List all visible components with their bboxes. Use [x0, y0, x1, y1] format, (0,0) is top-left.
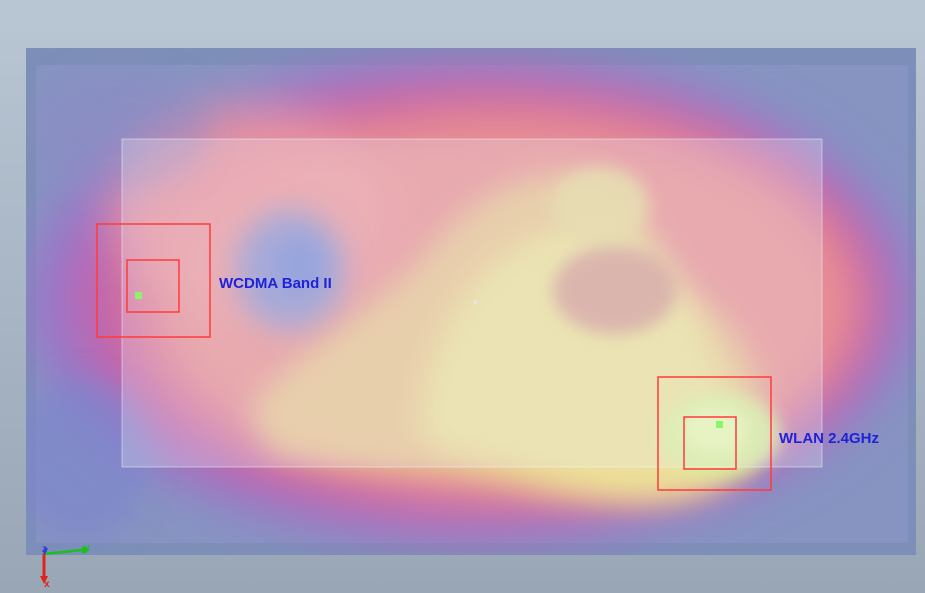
axis-z-label: z: [42, 544, 47, 555]
wlan-2-4ghz-label: WLAN 2.4GHz: [779, 430, 880, 447]
wlan-inner-box[interactable]: [683, 416, 737, 470]
sar-field-contours: [26, 55, 915, 545]
device-outline: [122, 139, 822, 467]
wcdma-outer-box[interactable]: [96, 223, 211, 338]
wcdma-probe-point: [135, 292, 142, 299]
axis-x-label: x: [44, 579, 50, 590]
wcdma-band-ii-label: WCDMA Band II: [219, 275, 332, 292]
device-outline-edge: [121, 138, 823, 468]
axis-triad-icon: [40, 546, 90, 584]
center-reference-point: [473, 300, 477, 304]
wlan-outer-box[interactable]: [657, 376, 772, 491]
wcdma-inner-box[interactable]: [126, 259, 180, 313]
axis-y-label: y: [84, 543, 90, 554]
wlan-probe-point: [716, 421, 723, 428]
